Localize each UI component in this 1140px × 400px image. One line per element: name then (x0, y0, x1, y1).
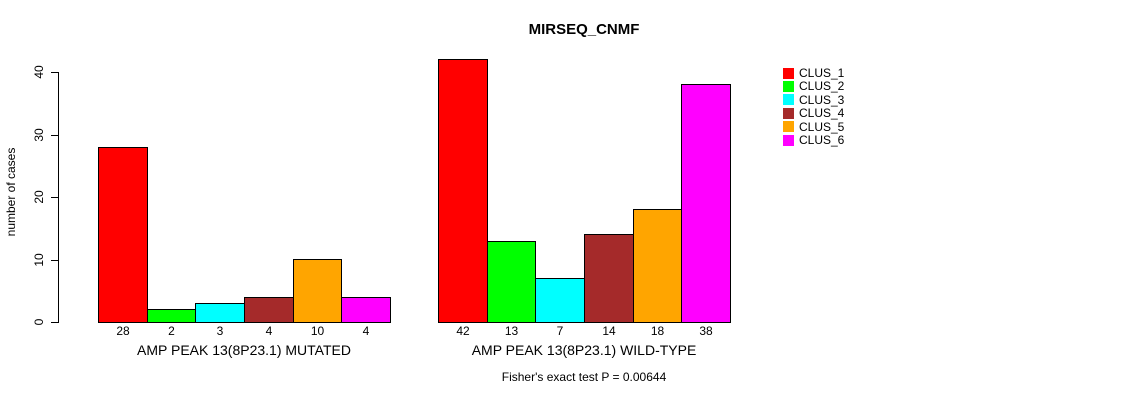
bar-CLUS_2 (487, 241, 536, 323)
bar-CLUS_6 (341, 297, 391, 323)
group-label: AMP PEAK 13(8P23.1) WILD-TYPE (471, 342, 697, 358)
y-tick-mark (51, 260, 58, 261)
bar-value-label: 4 (362, 324, 370, 338)
bar-value-label: 38 (699, 324, 713, 338)
y-axis-line (58, 72, 59, 323)
legend-swatch (783, 94, 794, 106)
legend-item-CLUS_6: CLUS_6 (783, 134, 844, 146)
bar-value-label: 4 (265, 324, 273, 338)
bar-value-label: 7 (556, 324, 564, 338)
bar-value-label: 13 (504, 324, 519, 338)
bar-CLUS_4 (584, 234, 634, 323)
legend-item-CLUS_4: CLUS_4 (783, 107, 844, 119)
bar-CLUS_4 (244, 297, 294, 323)
y-tick-label: 0 (32, 318, 46, 326)
legend-swatch (783, 67, 794, 79)
bar-value-label: 2 (168, 324, 175, 338)
bar-CLUS_3 (535, 278, 585, 323)
legend-swatch (783, 107, 794, 119)
legend-label: CLUS_5 (799, 119, 845, 134)
y-tick-mark (51, 135, 58, 136)
y-tick-label: 30 (32, 128, 46, 142)
chart-title: MIRSEQ_CNMF (528, 21, 640, 38)
legend-item-CLUS_2: CLUS_2 (783, 80, 844, 92)
bar-value-label: 14 (602, 324, 616, 338)
bar-CLUS_3 (195, 303, 245, 323)
bar-CLUS_1 (438, 59, 488, 323)
bar-value-label: 18 (650, 324, 665, 338)
y-tick-mark (51, 322, 58, 323)
y-tick-mark (51, 197, 58, 198)
y-tick-label: 40 (32, 65, 46, 79)
bar-CLUS_1 (98, 147, 148, 323)
bar-CLUS_5 (633, 209, 682, 323)
bar-CLUS_2 (147, 309, 196, 323)
bar-CLUS_6 (681, 84, 731, 323)
legend-label: CLUS_6 (799, 133, 845, 147)
legend-label: CLUS_4 (799, 106, 845, 121)
legend-swatch (783, 80, 794, 92)
y-axis-label: number of cases (4, 147, 18, 237)
y-tick-label: 20 (32, 190, 46, 204)
bar-value-label: 28 (116, 324, 130, 338)
group-label: AMP PEAK 13(8P23.1) MUTATED (137, 342, 351, 358)
legend-swatch (783, 134, 794, 146)
y-tick-label: 10 (32, 253, 46, 267)
legend-label: CLUS_2 (799, 79, 845, 94)
legend-item-CLUS_3: CLUS_3 (783, 94, 844, 106)
fisher-test-note: Fisher's exact test P = 0.00644 (501, 370, 667, 384)
legend-label: CLUS_3 (799, 92, 845, 107)
legend-label: CLUS_1 (799, 66, 845, 80)
bar-value-label: 10 (310, 324, 325, 338)
bar-value-label: 3 (216, 324, 224, 338)
legend-item-CLUS_1: CLUS_1 (783, 67, 844, 79)
y-tick-mark (51, 72, 58, 73)
legend-swatch (783, 121, 794, 133)
bar-value-label: 42 (456, 324, 470, 338)
legend-item-CLUS_5: CLUS_5 (783, 121, 844, 133)
bar-CLUS_5 (293, 259, 342, 323)
